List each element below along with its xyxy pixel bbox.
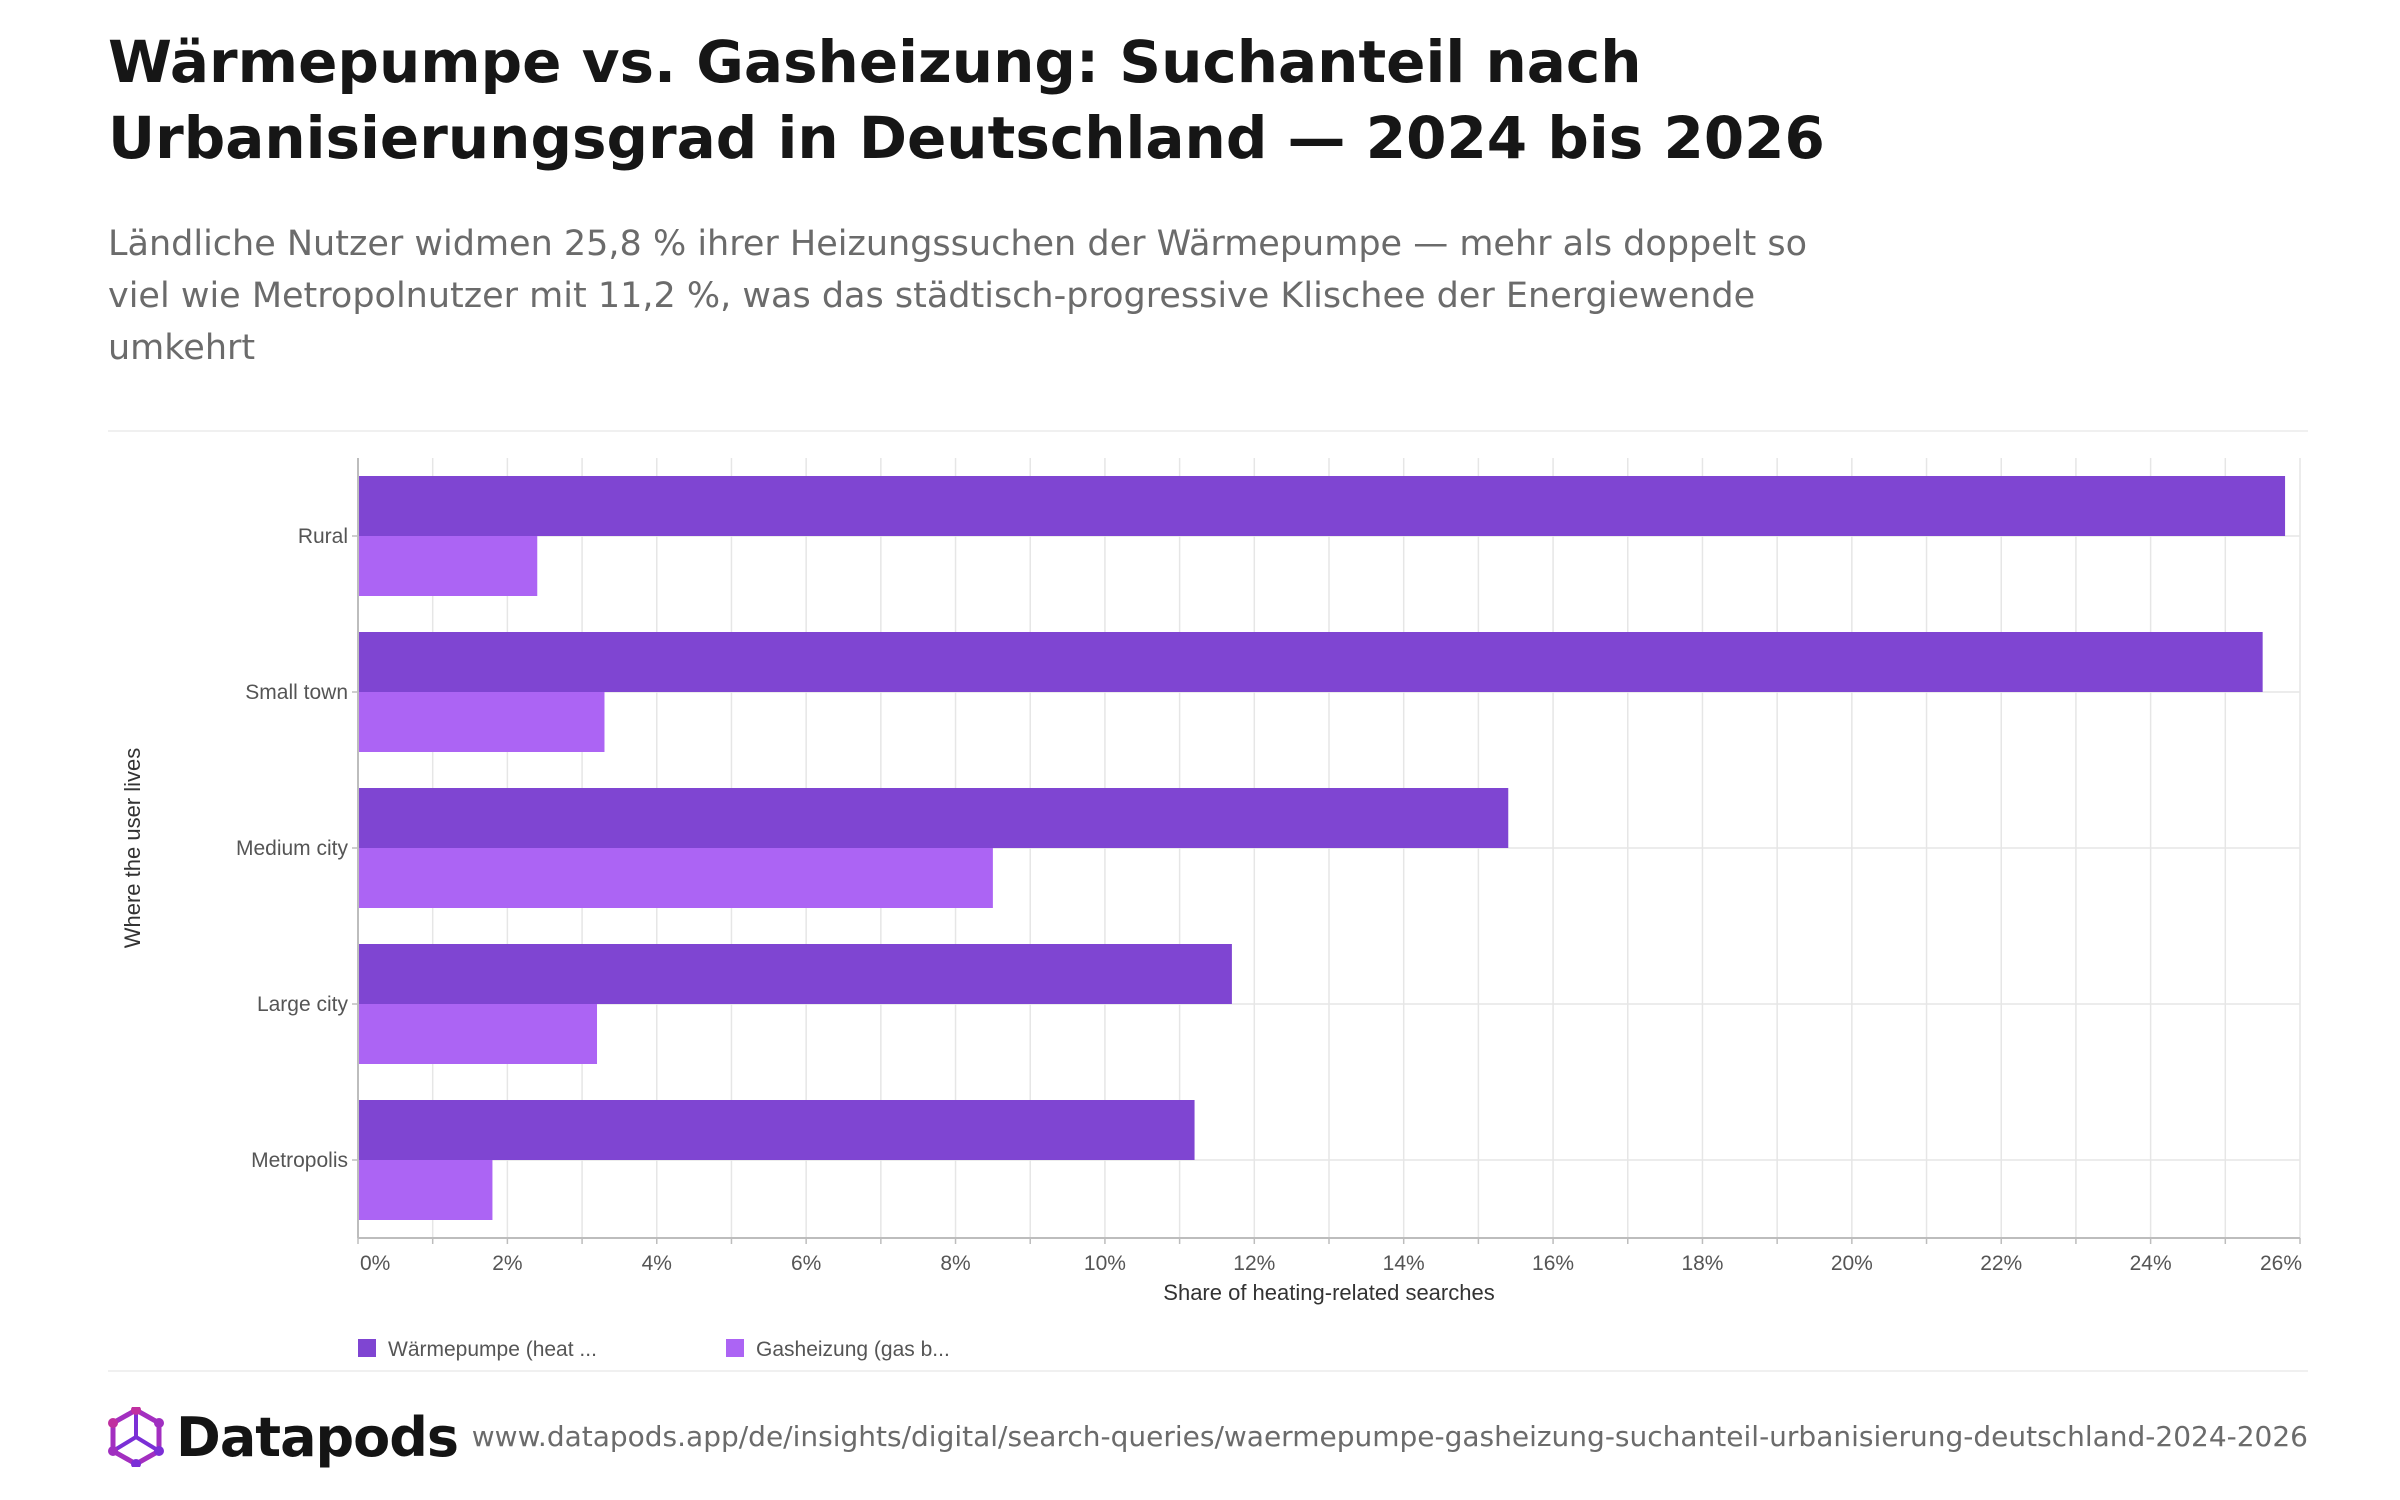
x-tick-label: 8% <box>940 1252 970 1275</box>
bar-waermepumpe[interactable] <box>358 476 2286 536</box>
category-label: Rural <box>298 525 348 548</box>
x-tick-label: 26% <box>2260 1252 2302 1275</box>
legend-swatch <box>358 1339 376 1357</box>
bar-gasheizung[interactable] <box>358 536 538 596</box>
brand-logo[interactable]: Datapods <box>108 1402 459 1472</box>
legend-label[interactable]: Gasheizung (gas b... <box>756 1338 950 1361</box>
bar-waermepumpe[interactable] <box>358 632 2263 692</box>
datapods-logo-icon <box>108 1407 164 1467</box>
bar-gasheizung[interactable] <box>358 1004 598 1064</box>
category-label: Medium city <box>236 837 349 860</box>
bottom-divider <box>108 1370 2308 1372</box>
bar-waermepumpe[interactable] <box>358 1100 1195 1160</box>
bar-gasheizung[interactable] <box>358 1160 493 1220</box>
x-tick-label: 2% <box>492 1252 522 1275</box>
x-tick-label: 0% <box>360 1252 390 1275</box>
x-tick-label: 24% <box>2130 1252 2172 1275</box>
x-tick-label: 14% <box>1383 1252 1425 1275</box>
x-tick-label: 18% <box>1681 1252 1723 1275</box>
chart-subtitle: Ländliche Nutzer widmen 25,8 % ihrer Hei… <box>108 224 1808 368</box>
bar-chart: 0% 2% 4% 6% 8% 10% 12% 14% 16% 18% 20% 22% 24% 26% Rur… <box>120 458 2302 1361</box>
legend-swatch <box>726 1339 744 1357</box>
x-axis-title: Share of heating-related searches <box>1163 1280 1494 1305</box>
x-tick-label: 12% <box>1233 1252 1275 1275</box>
y-axis-title: Where the user lives <box>120 748 145 949</box>
category-label: Large city <box>257 993 349 1016</box>
category-label: Metropolis <box>251 1149 348 1172</box>
axes: 0% 2% 4% 6% 8% 10% 12% 14% 16% 18% 20% 22% 24% 26% Rur… <box>236 458 2302 1275</box>
x-tick-label: 6% <box>791 1252 821 1275</box>
x-tick-label: 22% <box>1980 1252 2022 1275</box>
x-tick-label: 20% <box>1831 1252 1873 1275</box>
legend-label[interactable]: Wärmepumpe (heat ... <box>388 1338 597 1361</box>
category-label: Small town <box>245 681 348 704</box>
bars <box>358 476 2286 1220</box>
bar-waermepumpe[interactable] <box>358 788 1509 848</box>
top-divider <box>108 430 2308 432</box>
bar-gasheizung[interactable] <box>358 692 605 752</box>
brand-name: Datapods <box>176 1405 459 1469</box>
bar-waermepumpe[interactable] <box>358 944 1232 1004</box>
x-tick-label: 4% <box>642 1252 672 1275</box>
source-url[interactable]: www.datapods.app/de/insights/digital/sea… <box>471 1420 2308 1453</box>
bar-gasheizung[interactable] <box>358 848 993 908</box>
legend: Wärmepumpe (heat ... Gasheizung (gas b... <box>358 1338 950 1361</box>
chart-title: Wärmepumpe vs. Gasheizung: Suchanteil na… <box>108 28 1825 172</box>
x-tick-label: 16% <box>1532 1252 1574 1275</box>
x-tick-label: 10% <box>1084 1252 1126 1275</box>
